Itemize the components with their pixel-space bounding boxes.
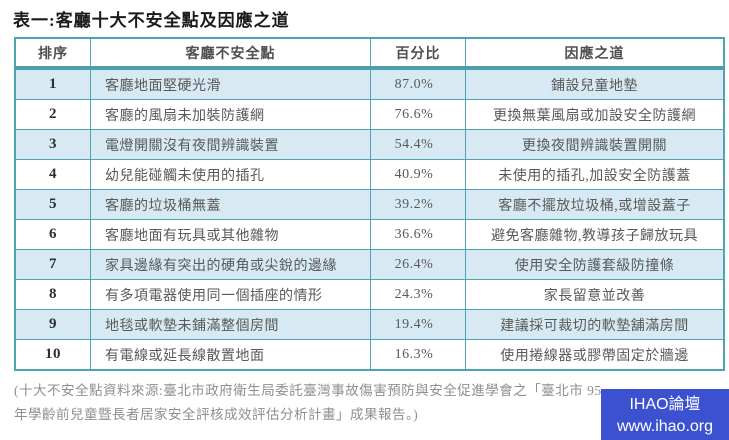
cell-rank: 2 xyxy=(14,99,91,130)
cell-percent: 19.4% xyxy=(370,309,466,340)
cell-hazard: 客廳地面堅硬光滑 xyxy=(90,67,371,100)
cell-solution: 鋪設兒童地墊 xyxy=(465,67,725,100)
cell-percent: 87.0% xyxy=(370,67,466,100)
cell-solution: 建議採可裁切的軟墊舖滿房間 xyxy=(465,309,725,340)
page-title: 表一:客廳十大不安全點及因應之道 xyxy=(13,11,290,30)
column-header-rank: 排序 xyxy=(14,37,91,70)
cell-hazard: 客廳地面有玩具或其他雜物 xyxy=(90,219,371,250)
hazard-table: 排序 客廳不安全點 百分比 因應之道 1 客廳地面堅硬光滑 87.0% 鋪設兒童地墊 2… xyxy=(14,37,725,371)
cell-percent: 26.4% xyxy=(370,249,466,280)
cell-solution: 家長留意並改善 xyxy=(465,279,725,310)
cell-percent: 54.4% xyxy=(370,129,466,160)
cell-solution: 使用安全防護套級防撞條 xyxy=(465,249,725,280)
cell-percent: 40.9% xyxy=(370,159,466,190)
cell-rank: 4 xyxy=(14,159,91,190)
table-row: 7 家具邊緣有突出的硬角或尖銳的邊緣 26.4% 使用安全防護套級防撞條 xyxy=(14,249,725,280)
footnote: (十大不安全點資料來源:臺北市政府衛生局委託臺灣事故傷害預防與安全促進學會之「臺… xyxy=(14,379,729,428)
cell-percent: 16.3% xyxy=(370,339,466,371)
table-row: 6 客廳地面有玩具或其他雜物 36.6% 避免客廳雜物,教導孩子歸放玩具 xyxy=(14,219,725,250)
table-row: 1 客廳地面堅硬光滑 87.0% 鋪設兒童地墊 xyxy=(14,67,725,100)
watermark-badge[interactable]: IHAO論壇 www.ihao.org xyxy=(601,389,729,440)
cell-solution: 客廳不擺放垃圾桶,或增設蓋子 xyxy=(465,189,725,220)
table-row: 5 客廳的垃圾桶無蓋 39.2% 客廳不擺放垃圾桶,或增設蓋子 xyxy=(14,189,725,220)
cell-percent: 39.2% xyxy=(370,189,466,220)
cell-solution: 避免客廳雜物,教導孩子歸放玩具 xyxy=(465,219,725,250)
cell-rank: 9 xyxy=(14,309,91,340)
cell-percent: 76.6% xyxy=(370,99,466,130)
cell-rank: 3 xyxy=(14,129,91,160)
table-row: 4 幼兒能碰觸未使用的插孔 40.9% 未使用的插孔,加設安全防護蓋 xyxy=(14,159,725,190)
footnote-line-1: (十大不安全點資料來源:臺北市政府衛生局委託臺灣事故傷害預防與安全促進學會之「臺… xyxy=(14,383,602,398)
footnote-line-2: 年學齡前兒童暨長者居家安全評核成效評估分析計畫」成果報告。) xyxy=(14,407,419,423)
table-row: 2 客廳的風扇未加裝防護網 76.6% 更換無葉風扇或加設安全防護網 xyxy=(14,99,725,130)
cell-rank: 5 xyxy=(14,189,91,220)
cell-rank: 1 xyxy=(14,67,91,100)
column-header-percent: 百分比 xyxy=(370,37,466,70)
page: 表一:客廳十大不安全點及因應之道 排序 客廳不安全點 百分比 因應之道 1 客廳地… xyxy=(0,6,729,440)
table-row: 3 電燈開關沒有夜間辨識裝置 54.4% 更換夜間辨識裝置開關 xyxy=(14,129,725,160)
table-header-row: 排序 客廳不安全點 百分比 因應之道 xyxy=(14,37,725,70)
cell-hazard: 電燈開關沒有夜間辨識裝置 xyxy=(90,129,371,160)
cell-hazard: 家具邊緣有突出的硬角或尖銳的邊緣 xyxy=(90,249,371,280)
cell-hazard: 有多項電器使用同一個插座的情形 xyxy=(90,279,371,310)
table-header: 排序 客廳不安全點 百分比 因應之道 xyxy=(14,37,725,70)
cell-solution: 使用捲線器或膠帶固定於牆邊 xyxy=(465,339,725,371)
cell-rank: 6 xyxy=(14,219,91,250)
table-body: 1 客廳地面堅硬光滑 87.0% 鋪設兒童地墊 2 客廳的風扇未加裝防護網 76.6% 更換無… xyxy=(14,67,725,371)
cell-hazard: 幼兒能碰觸未使用的插孔 xyxy=(90,159,371,190)
column-header-solution: 因應之道 xyxy=(465,37,725,70)
cell-rank: 10 xyxy=(14,339,91,371)
cell-rank: 7 xyxy=(14,249,91,280)
cell-hazard: 地毯或軟墊未鋪滿整個房間 xyxy=(90,309,371,340)
cell-rank: 8 xyxy=(14,279,91,310)
watermark-site-name: IHAO論壇 xyxy=(629,396,701,413)
cell-hazard: 客廳的風扇未加裝防護網 xyxy=(90,99,371,130)
table-row: 10 有電線或延長線散置地面 16.3% 使用捲線器或膠帶固定於牆邊 xyxy=(14,339,725,371)
cell-percent: 36.6% xyxy=(370,219,466,250)
cell-hazard: 客廳的垃圾桶無蓋 xyxy=(90,189,371,220)
column-header-hazard: 客廳不安全點 xyxy=(90,37,371,70)
cell-solution: 更換夜間辨識裝置開關 xyxy=(465,129,725,160)
table-row: 9 地毯或軟墊未鋪滿整個房間 19.4% 建議採可裁切的軟墊舖滿房間 xyxy=(14,309,725,340)
cell-percent: 24.3% xyxy=(370,279,466,310)
cell-solution: 更換無葉風扇或加設安全防護網 xyxy=(465,99,725,130)
table-row: 8 有多項電器使用同一個插座的情形 24.3% 家長留意並改善 xyxy=(14,279,725,310)
cell-solution: 未使用的插孔,加設安全防護蓋 xyxy=(465,159,725,190)
watermark-site-url[interactable]: www.ihao.org xyxy=(616,418,714,436)
cell-hazard: 有電線或延長線散置地面 xyxy=(90,339,371,371)
